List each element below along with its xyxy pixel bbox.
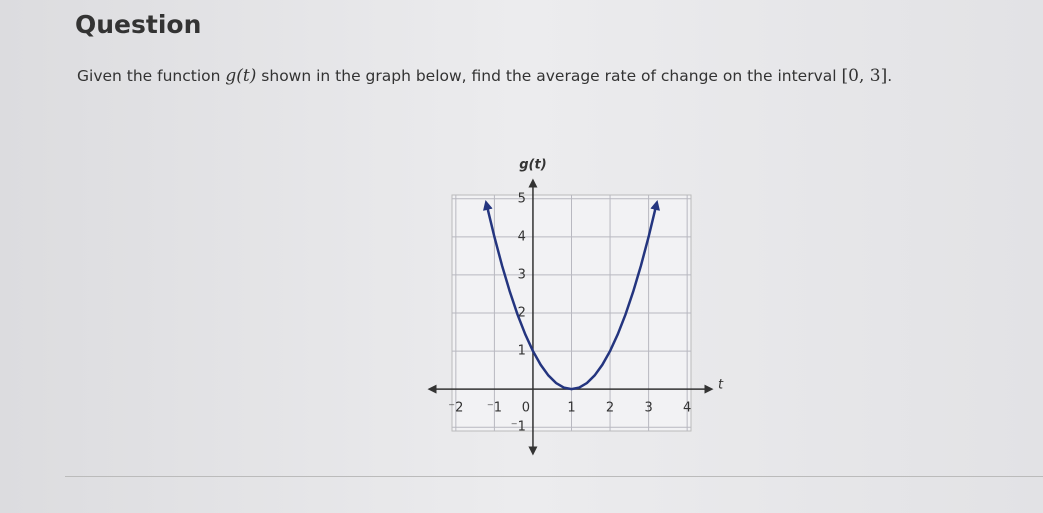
y-tick-label: 4 (518, 229, 526, 244)
x-tick-label: 2 (606, 401, 614, 416)
divider (65, 476, 1043, 477)
curve (483, 200, 660, 391)
y-tick-label: 3 (518, 267, 526, 282)
y-tick-label: ⁻1 (511, 420, 526, 435)
text: Given the function (77, 67, 226, 85)
x-axis-label: t (718, 378, 724, 393)
question-title: Question (75, 10, 202, 39)
x-tick-label: 0 (522, 401, 530, 416)
math: [0, 3] (841, 66, 888, 86)
y-axis-label: g(t) (519, 158, 546, 173)
y-tick-label: 5 (518, 191, 526, 206)
y-tick-label: 2 (518, 306, 526, 321)
x-tick-label: ⁻1 (487, 401, 502, 416)
x-tick-label: 3 (644, 401, 652, 416)
x-tick-label: ⁻2 (448, 401, 463, 416)
text: shown in the graph below, find the avera… (256, 67, 842, 85)
x-tick-label: 4 (683, 401, 691, 416)
question-text: Given the function g(t) shown in the gra… (77, 66, 892, 86)
math: g(t) (225, 66, 257, 86)
text: . (887, 67, 893, 85)
y-tick-label: 1 (518, 344, 526, 359)
x-tick-label: 1 (567, 401, 575, 416)
